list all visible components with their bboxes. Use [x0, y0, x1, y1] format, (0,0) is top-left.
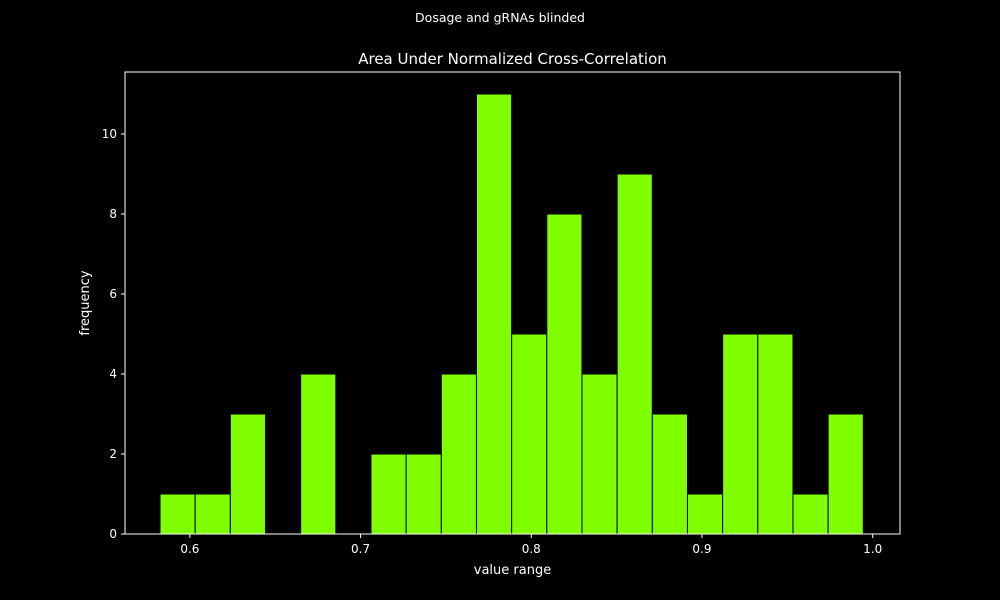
histogram-bar: [757, 333, 794, 535]
bars-group: [159, 93, 864, 535]
histogram-bar: [511, 333, 548, 535]
histogram-bar: [300, 373, 337, 535]
y-tick-label: 8: [109, 207, 117, 221]
x-axis-ticks: 0.6 0.7 0.8 0.9 1.0: [180, 534, 882, 556]
histogram-bar: [827, 413, 864, 535]
histogram-bar: [686, 493, 724, 535]
x-tick-label: 1.0: [863, 542, 882, 556]
histogram-bar: [546, 213, 583, 535]
plot-frame: [124, 71, 901, 535]
y-tick-label: 10: [102, 127, 117, 141]
chart-suptitle: Dosage and gRNAs blinded: [415, 10, 585, 25]
x-tick-label: 0.7: [351, 542, 370, 556]
histogram-bar: [405, 453, 442, 535]
x-tick-label: 0.6: [180, 542, 199, 556]
histogram-bar: [722, 333, 759, 535]
y-tick-label: 2: [109, 447, 117, 461]
histogram-bar: [229, 413, 266, 535]
histogram-bar: [440, 373, 477, 535]
histogram-bar: [792, 493, 829, 535]
histogram-bar: [616, 173, 653, 535]
x-tick-label: 0.9: [692, 542, 711, 556]
y-tick-label: 0: [109, 527, 117, 541]
y-tick-label: 6: [109, 287, 117, 301]
x-axis-label: value range: [474, 563, 551, 578]
histogram-bar: [475, 93, 513, 535]
histogram-bar: [651, 413, 688, 535]
histogram-bar: [581, 373, 618, 535]
x-tick-label: 0.8: [522, 542, 541, 556]
y-axis-label: frequency: [78, 270, 93, 336]
chart-title: Area Under Normalized Cross-Correlation: [358, 50, 667, 68]
histogram-bar: [159, 493, 196, 535]
histogram-bar: [370, 453, 407, 535]
histogram-bar: [194, 493, 231, 535]
y-axis-ticks: 0 2 4 6 8 10: [102, 127, 125, 541]
y-tick-label: 4: [109, 367, 117, 381]
